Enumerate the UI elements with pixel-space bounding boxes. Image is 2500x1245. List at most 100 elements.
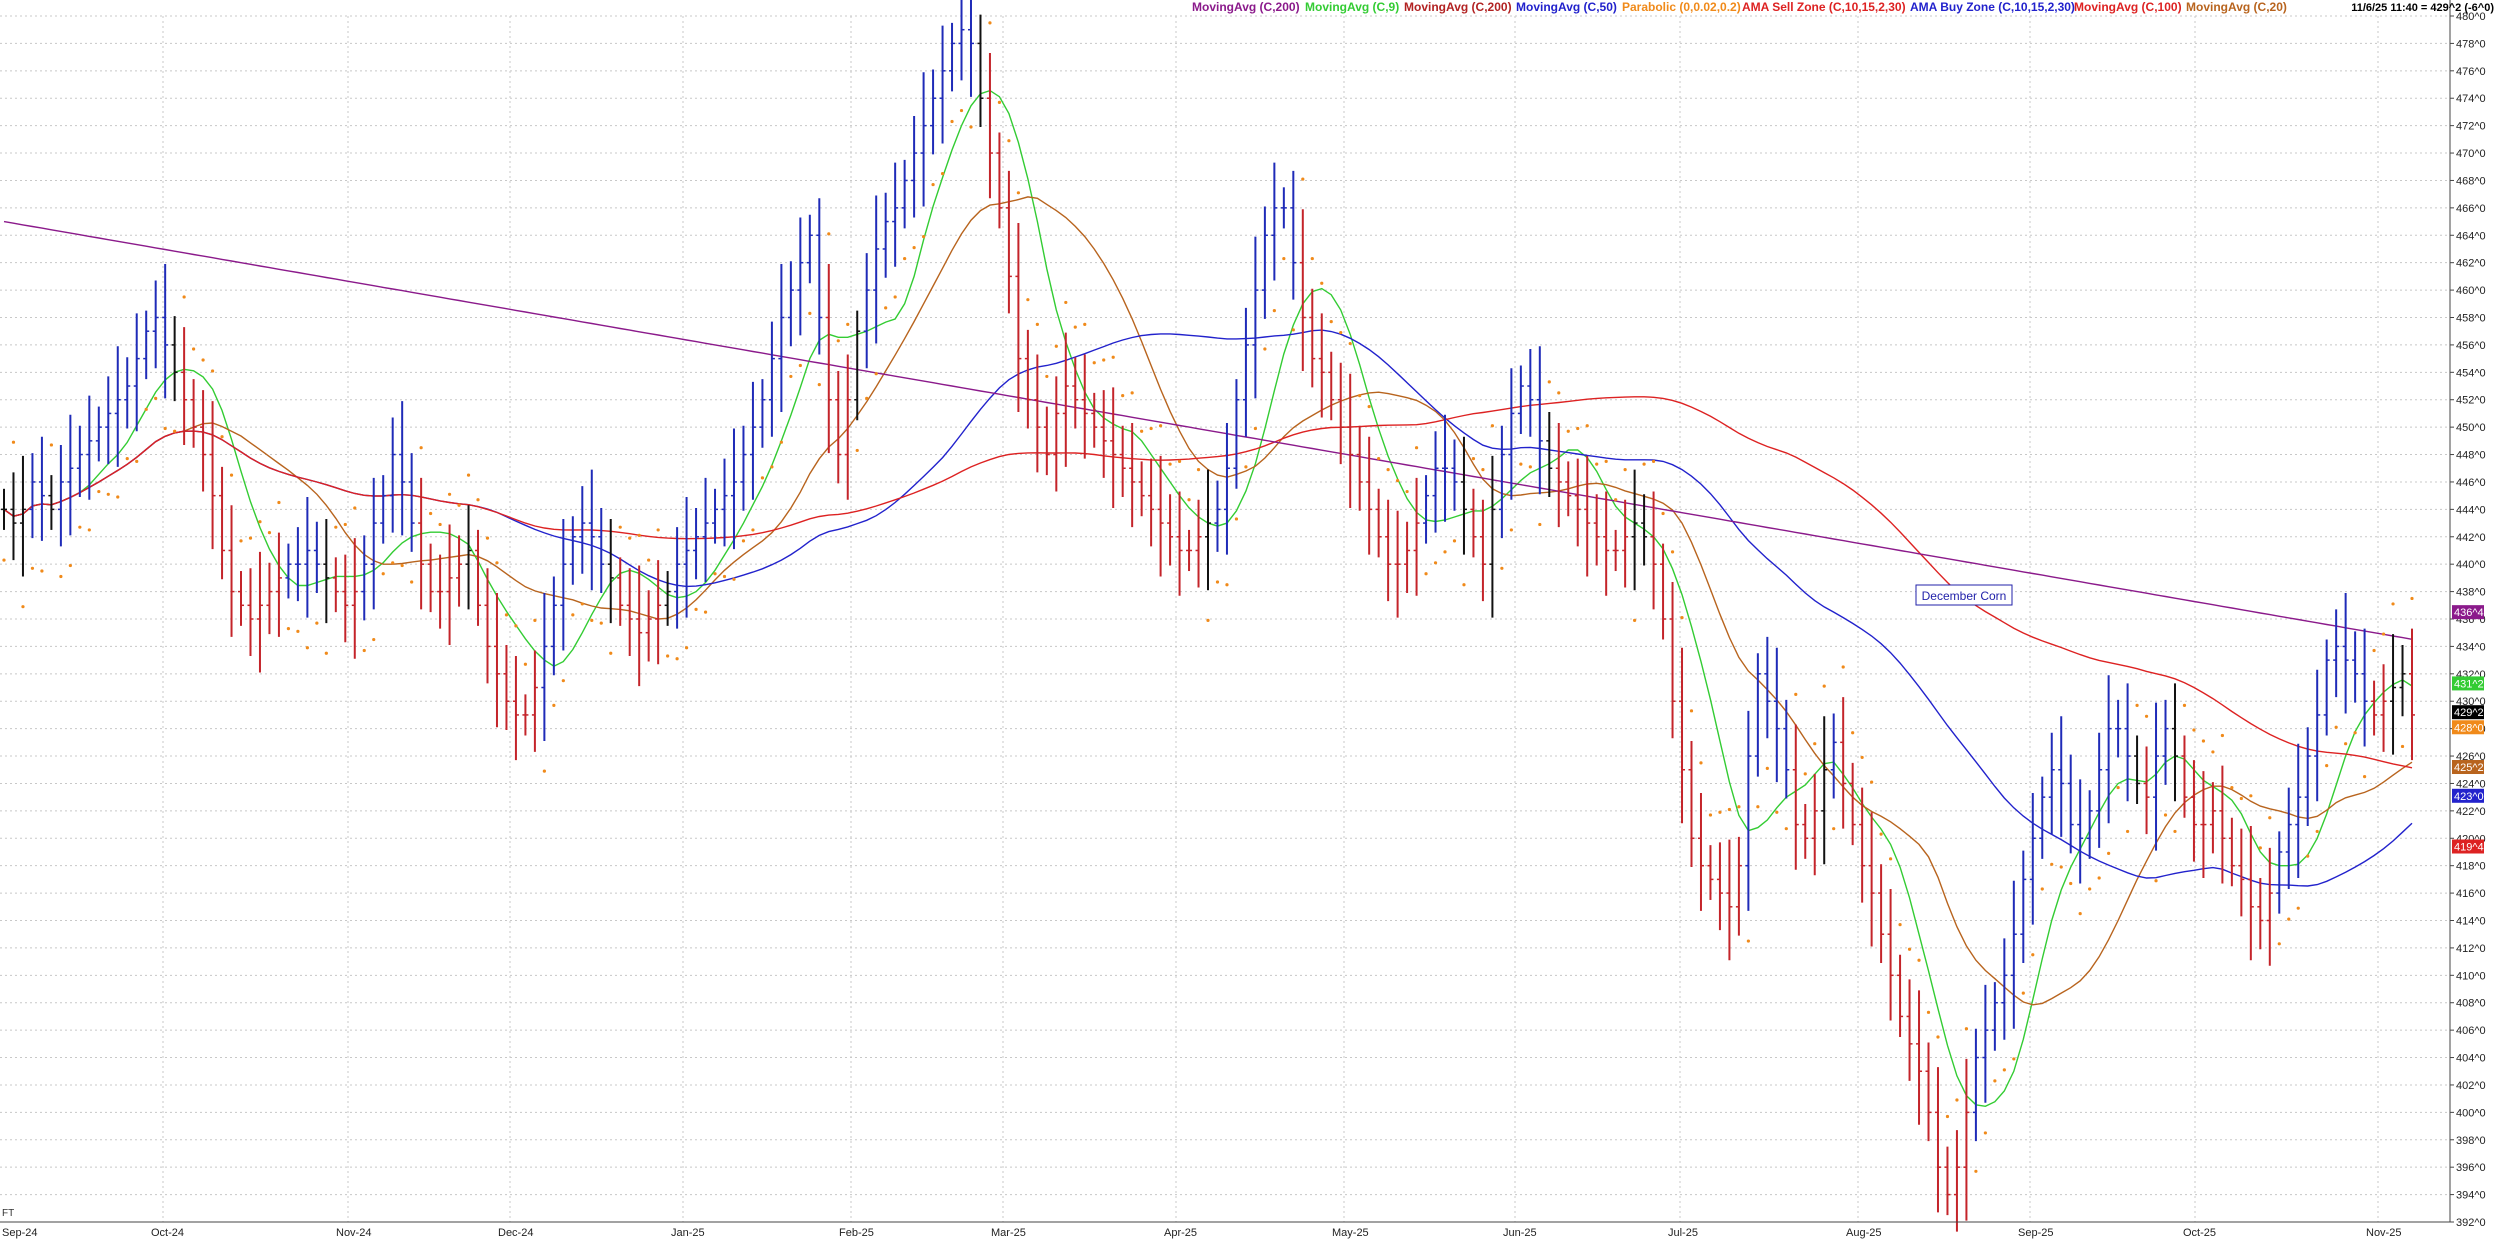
sar-dot — [1509, 528, 1513, 532]
sar-dot — [381, 572, 385, 576]
sar-dot — [684, 646, 689, 650]
y-tick-label: 474^0 — [2456, 93, 2486, 105]
sar-dot — [2163, 813, 2168, 817]
y-tick-label: 438^0 — [2456, 587, 2486, 599]
parabolic-sar-layer — [2, 21, 2414, 1173]
sar-dot — [542, 769, 546, 773]
chart-title: December Corn — [1922, 589, 2007, 603]
sar-dot — [1386, 468, 1390, 472]
sar-dot — [703, 610, 708, 614]
sar-dot — [2353, 731, 2357, 735]
sar-dot — [362, 648, 366, 653]
x-tick-label: Feb-25 — [839, 1227, 874, 1239]
y-tick-label: 458^0 — [2456, 313, 2486, 325]
sar-dot — [1907, 947, 1912, 951]
sar-dot — [1424, 572, 1428, 576]
sar-dot — [78, 525, 82, 529]
sar-dot — [2059, 865, 2063, 869]
sar-dot — [353, 506, 357, 510]
sar-dot — [609, 651, 613, 655]
sar-dot — [590, 618, 594, 622]
sar-dot — [2344, 742, 2348, 746]
y-tick-label: 444^0 — [2456, 504, 2486, 516]
sar-dot — [1993, 1079, 1997, 1083]
sar-dot — [2050, 862, 2054, 866]
sar-dot — [1623, 468, 1627, 472]
sar-dot — [400, 563, 404, 568]
y-tick-label: 442^0 — [2456, 532, 2486, 544]
sar-dot — [1396, 478, 1400, 483]
sar-dot — [552, 703, 556, 707]
corner-label: FT — [2, 1208, 14, 1219]
sar-dot — [1367, 404, 1371, 409]
sar-dot — [1007, 139, 1011, 143]
x-tick-label: Nov-24 — [336, 1227, 371, 1239]
sar-dot — [144, 407, 148, 411]
sar-dot — [1158, 424, 1163, 428]
sar-dot — [2012, 1057, 2016, 1061]
sar-dot — [884, 306, 888, 310]
sar-dot — [248, 536, 253, 540]
legend-item: MovingAvg (C,200) — [1404, 0, 1512, 14]
sar-dot — [741, 539, 746, 543]
sar-dot — [334, 525, 338, 529]
sar-dot — [1557, 391, 1561, 395]
sar-dot — [2173, 829, 2177, 834]
sar-dot — [2306, 854, 2310, 858]
sar-dot — [874, 372, 878, 376]
sar-dot — [1462, 583, 1466, 587]
sar-dot — [514, 624, 518, 628]
x-tick-label: Sep-24 — [2, 1227, 37, 1239]
sar-dot — [324, 651, 328, 655]
sar-dot — [959, 108, 964, 113]
sar-dot — [49, 443, 54, 447]
sar-dot — [1481, 468, 1485, 472]
sar-dot — [2088, 887, 2092, 891]
sar-dot — [931, 182, 935, 187]
sar-dot — [2400, 744, 2405, 749]
sar-dot — [1566, 429, 1570, 433]
sar-dot — [1945, 1114, 1950, 1119]
sar-dot — [561, 679, 565, 683]
sar-dot — [1651, 459, 1656, 463]
sar-dot — [1879, 832, 1883, 836]
sar-dot — [2372, 648, 2376, 653]
sar-dot — [485, 536, 490, 540]
sar-dot — [2040, 887, 2044, 891]
sar-dot — [1471, 457, 1476, 461]
axis-value-badge — [2452, 705, 2484, 720]
y-tick-label: 446^0 — [2456, 477, 2486, 489]
x-tick-label: Nov-25 — [2366, 1227, 2401, 1239]
axis-value-badge — [2452, 760, 2484, 775]
sar-dot — [2125, 829, 2130, 834]
sar-dot — [1746, 939, 1750, 943]
sar-dot — [258, 520, 262, 524]
y-tick-label: 406^0 — [2456, 1025, 2486, 1037]
axis-badges-layer: 436^4 431^2 429^2 428^0 425^2 423^0 419^4 — [2452, 605, 2484, 854]
x-tick-label: Aug-25 — [1846, 1227, 1881, 1239]
sar-dot — [2220, 733, 2224, 738]
sar-dot — [1860, 755, 1864, 760]
sar-dot — [1585, 424, 1589, 428]
sar-dot — [1102, 358, 1106, 362]
sar-dot — [2211, 750, 2215, 754]
sar-dot — [1073, 325, 1077, 329]
sar-dot — [1841, 665, 1845, 669]
sar-dot — [1206, 618, 1210, 622]
sar-dot — [732, 577, 736, 581]
x-tick-label: Jun-25 — [1503, 1227, 1537, 1239]
sar-dot — [2182, 703, 2187, 707]
y-tick-label: 472^0 — [2456, 121, 2486, 133]
y-tick-label: 410^0 — [2456, 970, 2486, 982]
sar-dot — [2097, 876, 2101, 880]
y-tick-label: 418^0 — [2456, 861, 2486, 873]
sar-dot — [2, 558, 6, 562]
sar-dot — [1708, 813, 1713, 817]
sar-dot — [1936, 1035, 1940, 1039]
sar-dot — [457, 503, 461, 507]
sar-dot — [315, 621, 319, 625]
sar-dot — [751, 528, 755, 532]
x-tick-label: Oct-24 — [151, 1227, 184, 1239]
sar-dot — [192, 347, 196, 351]
